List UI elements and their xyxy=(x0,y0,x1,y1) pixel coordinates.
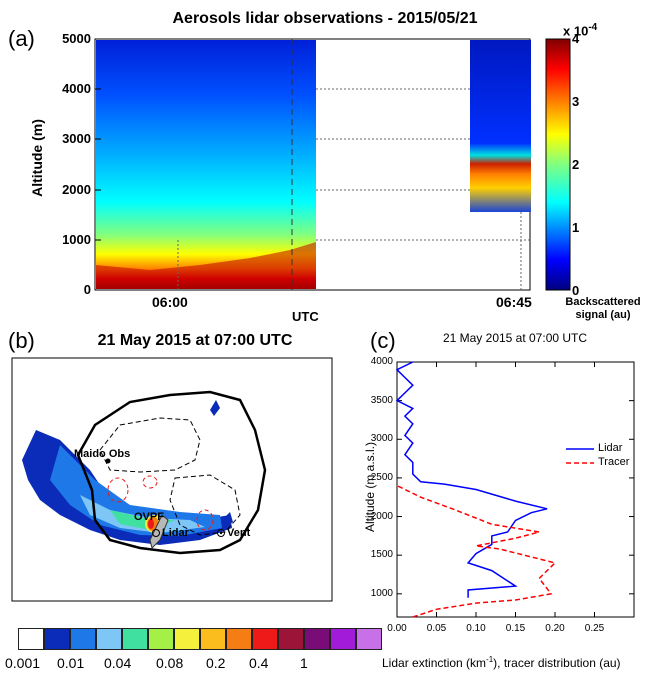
scale-label: 0.04 xyxy=(104,655,132,671)
panel-b-label: (b) xyxy=(8,328,35,353)
legend-lidar-label: Lidar xyxy=(598,442,623,454)
panel-c-xtick: 0.15 xyxy=(505,623,526,634)
scale-swatch xyxy=(96,628,122,650)
panel-a-ytick: 2000 xyxy=(62,182,91,197)
colorbar-exponent-power: -4 xyxy=(588,22,598,33)
panel-b-title: 21 May 2015 at 07:00 UTC xyxy=(97,332,293,349)
colorbar-exponent-base: x 10 xyxy=(563,23,589,39)
vent-label: Vent xyxy=(227,527,251,539)
scale-label: 0.001 xyxy=(5,655,41,671)
panel-c-label: (c) xyxy=(370,328,396,353)
panel-c-ytick: 1000 xyxy=(370,587,393,599)
lidar-backscatter-block-1 xyxy=(96,40,316,289)
scale-swatch xyxy=(226,628,252,650)
panel-c-xtick: 0.10 xyxy=(466,623,486,634)
scale-swatch xyxy=(330,628,356,650)
panel-c-ytick: 2500 xyxy=(370,471,393,483)
panel-c-xtick: 0.20 xyxy=(545,623,565,634)
panel-a-ytick: 4000 xyxy=(62,81,91,96)
colorbar-tick: 0 xyxy=(572,283,580,298)
series-line-tracer xyxy=(396,484,557,618)
panel-c-xtick: 0.25 xyxy=(584,623,605,634)
profile-plot-frame xyxy=(396,361,635,618)
tracer-color-scale xyxy=(18,628,382,650)
scale-swatch xyxy=(304,628,330,650)
panel-a-label: (a) xyxy=(8,26,35,51)
panel-a-ytick: 0 xyxy=(83,282,91,297)
colorbar-tick: 1 xyxy=(572,220,580,235)
scale-label: 0.2 xyxy=(206,655,226,671)
scale-swatch xyxy=(174,628,200,650)
colorbar-tick: 4 xyxy=(572,31,580,46)
scale-label: 0.4 xyxy=(249,655,269,671)
panel-a-ytick: 3000 xyxy=(62,131,91,146)
vent-marker xyxy=(217,529,225,537)
scale-swatch xyxy=(70,628,96,650)
panel-c-xlabel-main: Lidar extinction (km xyxy=(382,656,487,670)
colorbar-tick: 2 xyxy=(572,157,580,172)
scale-swatch xyxy=(200,628,226,650)
scale-swatch xyxy=(356,628,382,650)
ovpf-label: OVPF xyxy=(134,511,164,523)
colorbar-label: Backscattered signal (au) xyxy=(558,296,648,322)
scale-swatch xyxy=(18,628,44,650)
panel-c-ytick: 3000 xyxy=(370,433,393,445)
panel-c-xlabel: Lidar extinction (km-1), tracer distribu… xyxy=(382,655,621,670)
scale-swatch xyxy=(44,628,70,650)
legend-tracer-label: Tracer xyxy=(598,456,630,468)
panel-c-xtick: 0.05 xyxy=(426,623,447,634)
panel-a-ytick: 5000 xyxy=(62,31,91,46)
lidar-label: Lidar xyxy=(162,527,189,539)
maido-marker xyxy=(105,458,111,464)
scale-swatch xyxy=(252,628,278,650)
panel-a-ytick: 1000 xyxy=(62,232,91,247)
scale-swatch xyxy=(148,628,174,650)
scale-label: 0.01 xyxy=(57,655,85,671)
colorbar-tick: 3 xyxy=(572,94,580,109)
panel-a-xlabel: UTC xyxy=(292,309,319,324)
panel-a-title: Aerosols lidar observations - 2015/05/21 xyxy=(172,10,478,27)
scale-swatch xyxy=(278,628,304,650)
colorbar-label-line2: signal (au) xyxy=(575,309,631,321)
scale-label: 1 xyxy=(300,655,308,671)
lidar-backscatter-block-2 xyxy=(470,40,531,212)
scale-label: 0.08 xyxy=(156,655,184,671)
panel-c-xtick: 0.00 xyxy=(387,623,407,634)
panel-c-xlabel-sup: -1 xyxy=(486,655,494,664)
series-line-lidar xyxy=(395,361,548,598)
scale-swatch xyxy=(122,628,148,650)
panel-c-ytick: 1500 xyxy=(370,549,393,561)
maido-label: Maido Obs xyxy=(74,448,131,460)
panel-c-ytick: 3500 xyxy=(370,394,393,406)
panel-c-title: 21 May 2015 at 07:00 UTC xyxy=(442,331,588,345)
lidar-marker xyxy=(152,529,160,537)
panel-c-xlabel-rest: ), tracer distribution (au) xyxy=(493,656,621,670)
panel-c-ytick: 2000 xyxy=(370,510,393,522)
colorbar xyxy=(545,38,571,291)
colorbar-exponent: x 10-4 xyxy=(563,22,597,38)
panel-a-xtick: 06:45 xyxy=(496,294,532,310)
colorbar-label-line1: Backscattered xyxy=(565,296,641,308)
lidar-time-height-plot xyxy=(94,38,571,291)
panel-a-xtick: 06:00 xyxy=(152,294,188,310)
panel-c-ytick: 4000 xyxy=(370,356,393,367)
